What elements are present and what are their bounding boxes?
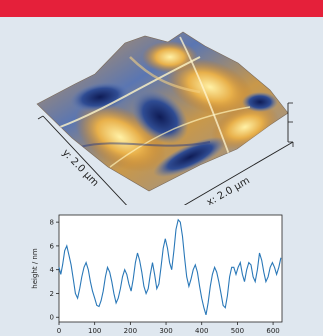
x-axis-line [183,141,294,205]
axis-ticks [37,102,294,147]
x-tick-label: 0 [57,327,61,335]
x-tick-label: 200 [124,327,137,335]
y-tick-label: 8 [50,219,54,227]
x-tick-label: 300 [159,327,172,335]
y-axis-line [42,115,128,205]
header-banner [0,0,323,17]
y-tick-label: 0 [50,314,54,322]
y-tick-label: 4 [50,266,55,274]
x-tick-label: 400 [195,327,208,335]
y-tick-label: 6 [50,242,55,250]
surface-texture [59,36,279,178]
height-profile-line [58,218,282,316]
x-tick-label: 600 [266,327,279,335]
x-tick-label: 100 [88,327,101,335]
x-tick-label: 500 [231,327,244,335]
y-axis-title: height / nm [31,248,39,289]
y-tick-label: 2 [50,290,54,298]
afm-surface-view: y: 2.0 μm x: 2.0 μm [36,31,294,205]
plot-frame [58,214,283,323]
